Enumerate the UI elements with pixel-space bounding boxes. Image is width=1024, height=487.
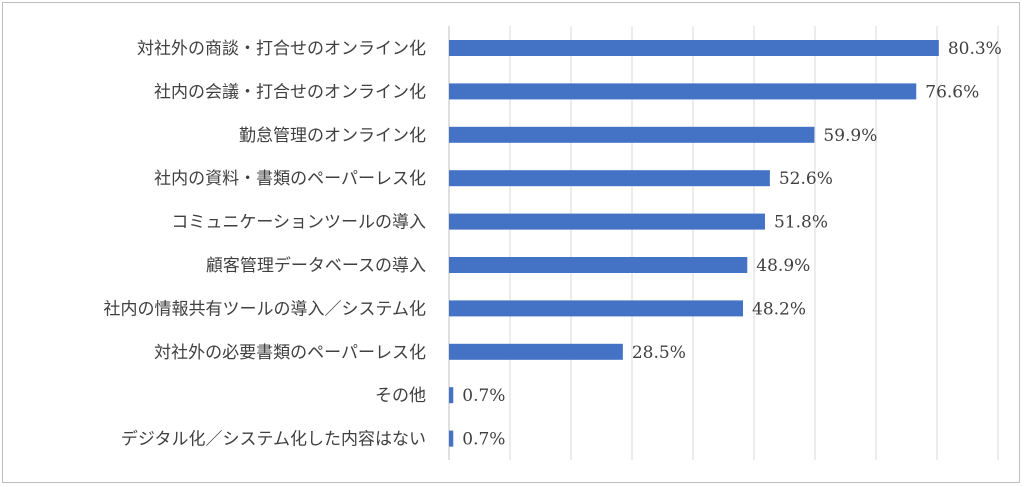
category-label: コミュニケーションツールの導入: [171, 213, 426, 233]
bar: [449, 83, 917, 100]
bar: [449, 40, 939, 56]
data-label: 28.5%: [632, 343, 686, 363]
data-label: 59.9%: [823, 126, 877, 146]
category-label: デジタル化／システム化した内容はない: [121, 429, 426, 450]
data-label: 80.3%: [948, 39, 1002, 59]
bar: [449, 213, 765, 230]
bar: [449, 387, 454, 404]
data-label: 48.9%: [756, 256, 810, 276]
bar: [449, 257, 748, 273]
data-label: 76.6%: [925, 82, 979, 102]
data-label: 48.2%: [752, 299, 806, 319]
category-label: 社内の会議・打合せのオンライン化: [154, 82, 426, 102]
category-label: その他: [375, 386, 426, 406]
bar: [449, 300, 744, 317]
category-label: 対社外の必要書類のペーパーレス化: [154, 343, 426, 363]
category-label: 顧客管理データベースの導入: [206, 255, 426, 276]
category-label: 対社外の商談・打合せのオンライン化: [137, 39, 426, 59]
data-label: 0.7%: [462, 430, 505, 450]
category-label: 社内の情報共有ツールの導入／システム化: [104, 299, 427, 319]
bar: [449, 126, 815, 143]
bar: [449, 343, 623, 360]
data-label: 52.6%: [779, 169, 833, 189]
bar: [449, 170, 770, 187]
data-label: 51.8%: [774, 213, 828, 233]
data-label: 0.7%: [462, 386, 505, 406]
bar: [449, 430, 454, 447]
category-label: 社内の資料・書類のペーパーレス化: [154, 169, 426, 189]
category-label: 勤怠管理のオンライン化: [239, 126, 426, 146]
